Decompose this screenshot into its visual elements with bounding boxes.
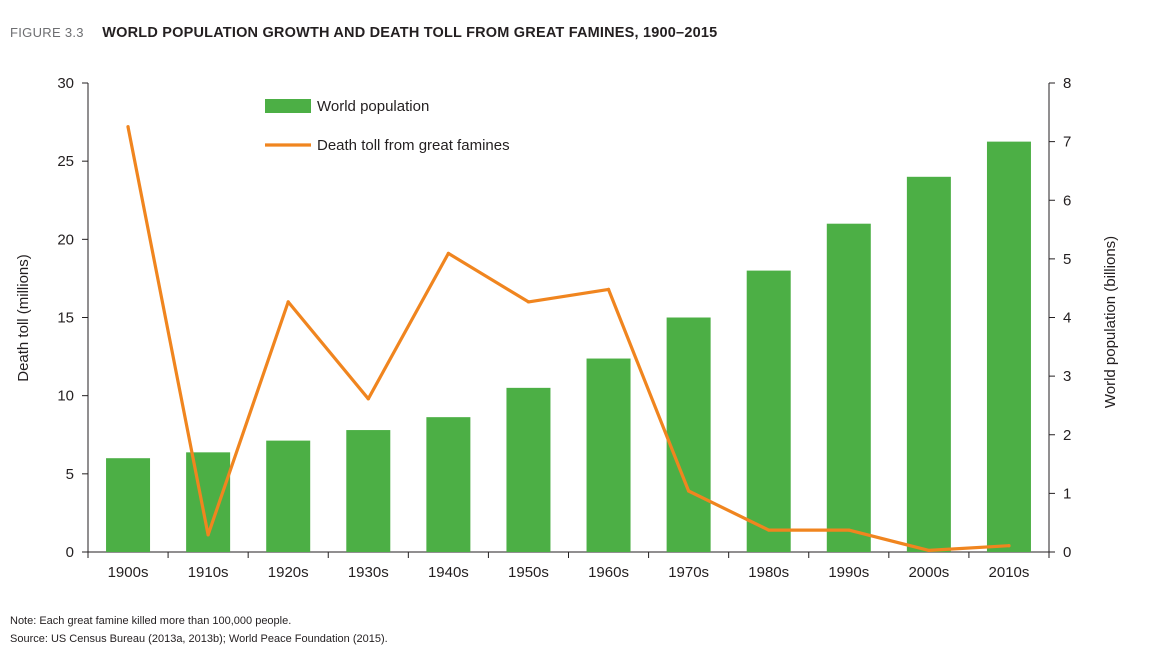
y-right-tick-label: 1 [1063,485,1071,502]
population-bar [826,223,871,552]
legend-label-population: World population [317,98,429,115]
death-toll-line-group [126,125,1011,553]
y-axis-left-label: Death toll (millions) [15,254,32,382]
y-left-tick-label: 25 [57,153,74,170]
note-text: Note: Each great famine killed more than… [10,615,292,627]
y-right-tick-label: 8 [1063,75,1071,92]
y-left-tick-label: 20 [57,231,74,248]
population-bar [746,270,791,552]
population-bar [586,358,631,552]
y-right-tick-label: 3 [1063,368,1071,385]
death-toll-point [606,287,611,291]
population-bar [346,430,391,552]
y-right-tick-label: 5 [1063,251,1071,268]
chart-axes [82,82,1055,558]
y-right-tick-label: 6 [1063,192,1071,209]
tick-labels: 0 5 10 15 20 25 30 0 1 2 3 4 5 6 7 8 1900s 1910s 1920s 1930… [57,75,1071,581]
population-bar [666,317,711,552]
footnotes: Note: Each great famine killed more than… [10,612,388,648]
death-toll-point [847,528,851,532]
x-tick-label: 1980s [748,564,789,581]
death-toll-point [366,397,370,401]
population-bar [186,452,231,552]
population-bar [266,440,311,552]
figure-title: WORLD POPULATION GROWTH AND DEATH TOLL F… [102,25,718,41]
death-toll-point [446,251,450,256]
legend-swatch-population [265,99,311,113]
y-left-tick-label: 15 [57,310,74,327]
figure-label: FIGURE 3.3 [10,25,84,40]
population-bar [506,387,551,552]
population-bar [986,141,1031,552]
death-toll-point [767,528,771,532]
x-tick-label: 1940s [428,564,469,581]
y-right-tick-label: 2 [1063,427,1071,444]
y-axis-right-label: World population (billions) [1102,236,1119,408]
population-bar [426,417,471,552]
population-bars [106,141,1031,553]
population-bar [906,176,951,553]
y-left-tick-label: 10 [57,388,74,405]
y-left-tick-label: 30 [57,75,74,92]
death-toll-point [687,489,691,493]
y-left-tick-label: 5 [66,466,74,483]
x-tick-label: 1920s [268,564,309,581]
y-right-tick-label: 4 [1063,310,1071,327]
figure-title-row: FIGURE 3.3 WORLD POPULATION GROWTH AND D… [10,24,717,42]
x-tick-label: 1960s [588,564,629,581]
legend-label-death-toll: Death toll from great famines [317,137,510,154]
y-left-tick-label: 0 [66,544,74,561]
x-tick-label: 1990s [828,564,869,581]
x-tick-label: 2000s [908,564,949,581]
death-toll-point [1007,544,1011,548]
death-toll-point [286,300,290,304]
death-toll-point [526,300,531,304]
x-tick-label: 2010s [989,564,1030,581]
x-tick-label: 1930s [348,564,389,581]
death-toll-point [206,533,210,537]
y-right-tick-label: 7 [1063,134,1071,151]
x-tick-label: 1970s [668,564,709,581]
population-bar [106,458,151,552]
death-toll-point [126,125,130,129]
x-tick-label: 1910s [188,564,229,581]
x-tick-label: 1900s [108,564,149,581]
combo-chart: 0 5 10 15 20 25 30 0 1 2 3 4 5 6 7 8 1900s 1910s 1920s 1930… [15,75,1119,581]
y-right-tick-label: 0 [1063,544,1071,561]
legend: World population Death toll from great fa… [265,98,510,154]
death-toll-point [927,548,931,553]
x-tick-label: 1950s [508,564,549,581]
death-toll-line [126,125,1011,552]
source-text: Source: US Census Bureau (2013a, 2013b);… [10,633,388,645]
